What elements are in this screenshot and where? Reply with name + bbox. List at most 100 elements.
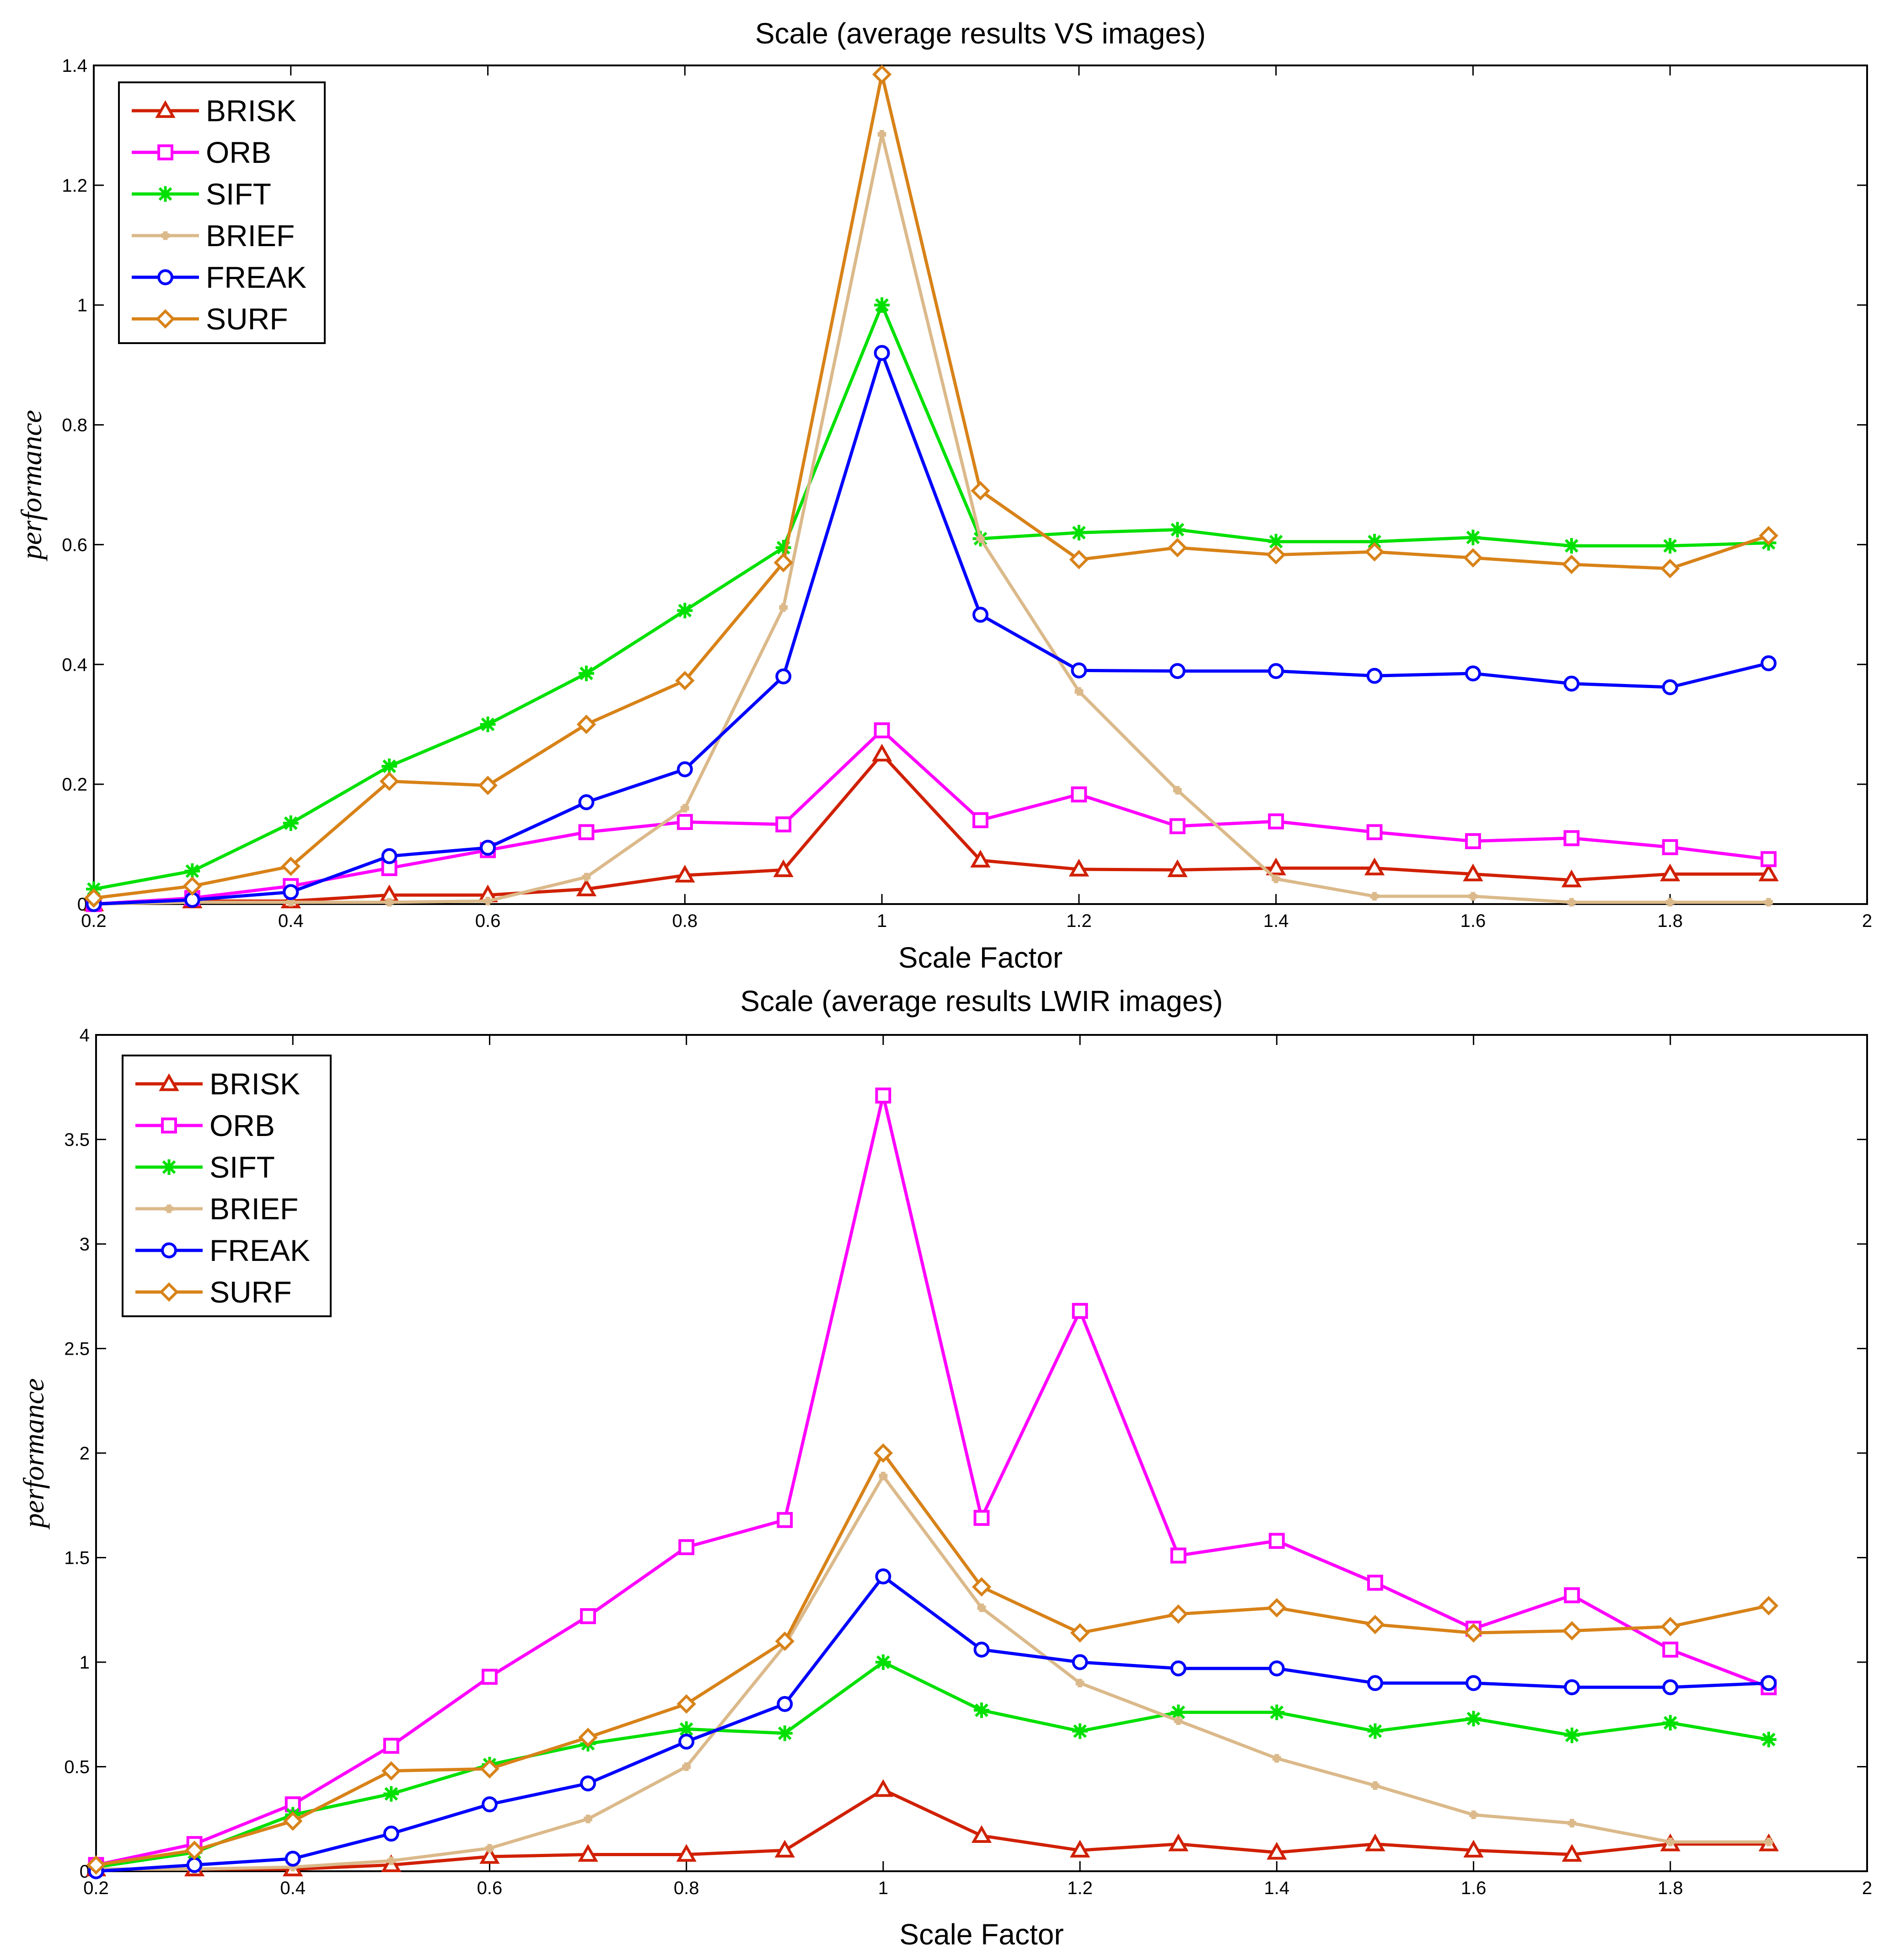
data-point-surf	[1463, 548, 1483, 568]
data-point-brief	[387, 1856, 396, 1865]
data-point-brief	[1567, 898, 1576, 907]
data-point-surf	[1069, 549, 1089, 570]
x-tick-label: 0.6	[477, 1878, 503, 1898]
data-point-freak	[1366, 668, 1383, 684]
data-point-brisk	[1364, 857, 1385, 876]
y-tick-label: 0	[80, 1862, 90, 1882]
data-point-surf	[1070, 1623, 1090, 1643]
data-point-surf	[676, 1694, 696, 1714]
x-tick-label: 1.8	[1657, 911, 1683, 931]
data-point-brief	[1370, 892, 1379, 901]
data-point-brief	[1469, 892, 1477, 901]
data-point-surf	[283, 1811, 303, 1831]
data-point-brief	[1074, 687, 1084, 696]
data-point-sift	[1465, 529, 1481, 545]
data-point-sift	[1367, 1723, 1383, 1739]
data-point-brief	[1075, 1679, 1084, 1688]
x-tick-label: 0.2	[83, 1878, 109, 1898]
data-point-orb	[1662, 1642, 1679, 1658]
series-line-surf	[93, 73, 1769, 900]
data-point-surf	[84, 888, 104, 908]
data-point-orb	[678, 1539, 695, 1556]
data-point-orb	[1072, 1303, 1088, 1319]
data-point-orb	[1564, 1587, 1580, 1604]
legend-label-freak: FREAK	[209, 1233, 310, 1267]
data-point-freak	[972, 607, 988, 623]
chart-title: Scale (average results LWIR images)	[740, 985, 1223, 1018]
data-point-freak	[1564, 1679, 1580, 1696]
legend-marker-brisk	[159, 1073, 179, 1091]
data-point-freak	[777, 1696, 793, 1712]
data-point-brisk	[1267, 1842, 1287, 1860]
data-point-brisk	[1561, 869, 1582, 888]
x-tick-label: 0.8	[672, 911, 698, 931]
data-point-orb	[1170, 1547, 1186, 1564]
data-point-brisk	[578, 1844, 598, 1862]
data-point-freak	[1563, 675, 1580, 692]
data-point-orb	[1761, 851, 1777, 867]
series-surf	[84, 65, 1778, 908]
data-point-surf	[478, 775, 498, 796]
data-point-sift	[1563, 538, 1579, 554]
data-point-brisk	[971, 1825, 992, 1843]
data-point-surf	[675, 671, 695, 690]
x-axis-label: Scale Factor	[899, 1918, 1063, 1951]
data-point-surf	[281, 856, 301, 876]
data-point-brisk	[479, 1846, 500, 1864]
data-point-brisk	[871, 743, 892, 762]
data-point-sift	[381, 758, 397, 774]
data-point-orb	[1071, 786, 1087, 802]
data-point-brief	[877, 130, 886, 139]
data-point-surf	[1266, 545, 1286, 565]
y-tick-label: 0.4	[62, 655, 87, 675]
series-freak	[88, 1568, 1777, 1879]
data-point-freak	[678, 1734, 695, 1750]
data-point-orb	[875, 1088, 891, 1104]
data-point-brisk	[675, 865, 695, 883]
data-point-surf	[578, 1728, 598, 1747]
y-axis-label: performance	[17, 1378, 50, 1529]
data-point-brief	[1173, 786, 1182, 795]
data-point-orb	[973, 1510, 990, 1526]
data-point-surf	[480, 1759, 499, 1779]
y-tick-label: 3.5	[64, 1130, 90, 1150]
legend-label-freak: FREAK	[206, 260, 306, 294]
data-point-sift	[383, 1786, 399, 1802]
legend-label-surf: SURF	[209, 1275, 292, 1309]
plot-area	[95, 1034, 1868, 1872]
legend-label-brief: BRIEF	[206, 219, 295, 253]
legend-marker-brief	[161, 231, 170, 240]
data-point-brief	[483, 897, 492, 905]
data-point-orb	[775, 816, 792, 833]
x-tick-label: 0.6	[475, 911, 501, 931]
legend-label-brisk: BRISK	[209, 1067, 300, 1101]
data-point-orb	[1662, 839, 1678, 856]
series-line-brisk	[93, 753, 1769, 906]
legend-label-surf: SURF	[206, 302, 288, 336]
legend-marker-brisk	[155, 100, 176, 118]
y-tick-label: 4	[80, 1025, 90, 1045]
data-point-brief	[682, 1762, 691, 1771]
chart-title: Scale (average results VS images)	[755, 17, 1206, 50]
data-point-surf	[184, 1841, 204, 1860]
series-line-orb	[93, 728, 1769, 906]
x-tick-label: 0.4	[278, 911, 304, 931]
data-point-freak	[1662, 1679, 1679, 1696]
legend: BRISK ORB SIFT BRIEF FREAK SURF	[122, 1055, 332, 1317]
data-point-freak	[874, 345, 890, 361]
data-point-brisk	[970, 850, 991, 868]
data-point-brief	[582, 872, 591, 882]
data-point-brisk	[576, 878, 597, 897]
x-tick-label: 0.2	[81, 911, 107, 931]
x-tick-label: 1	[878, 1878, 888, 1898]
legend-box	[122, 1055, 332, 1317]
y-tick-label: 1.5	[64, 1548, 90, 1568]
data-point-brisk	[774, 1840, 795, 1858]
data-point-freak	[1268, 663, 1284, 679]
series-line-freak	[93, 351, 1769, 906]
data-point-freak	[1662, 679, 1678, 695]
data-point-brief	[1568, 1819, 1577, 1828]
data-point-sift	[480, 716, 496, 732]
series-line-sift	[93, 303, 1769, 891]
y-tick-label: 1.4	[62, 56, 87, 76]
